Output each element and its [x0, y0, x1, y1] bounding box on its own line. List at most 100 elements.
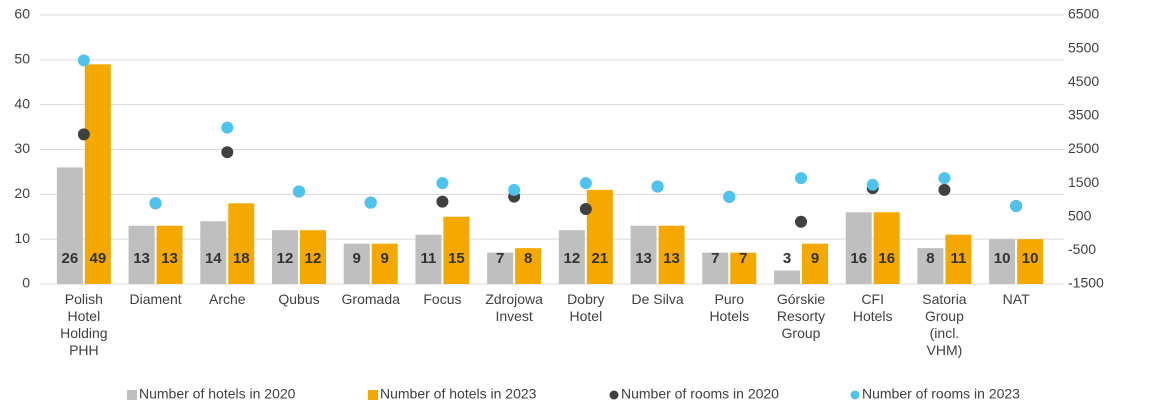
x-tick-label: NAT — [1003, 291, 1030, 307]
dot — [651, 180, 664, 193]
x-tick-label: Focus — [423, 291, 461, 307]
y2-tick-label: 3500 — [1068, 107, 1099, 123]
y-tick-label: 60 — [14, 6, 30, 22]
y2-tick-label: -1500 — [1068, 275, 1104, 291]
legend-swatch — [127, 390, 137, 400]
data-label: 3 — [783, 250, 791, 267]
bar — [873, 212, 900, 284]
dot — [77, 128, 90, 141]
bar — [845, 212, 872, 284]
bar — [802, 243, 828, 284]
dot — [795, 172, 807, 185]
x-tick-label: Zdrojowa Invest — [485, 291, 543, 324]
data-label: 16 — [878, 250, 895, 267]
bar — [228, 203, 255, 284]
data-label: 7 — [739, 250, 747, 267]
legend-label: Number of hotels in 2020 — [139, 386, 296, 402]
data-label: 12 — [305, 250, 322, 267]
x-tick-label: Qubus — [278, 291, 319, 307]
dot — [938, 172, 951, 185]
data-label: 13 — [161, 250, 178, 267]
bar — [945, 234, 972, 284]
y2-tick-label: -500 — [1068, 241, 1096, 257]
dot — [364, 196, 377, 209]
data-label: 18 — [233, 250, 250, 267]
bar — [443, 216, 470, 284]
bar — [272, 230, 298, 284]
x-tick-label: Arche — [209, 291, 246, 307]
data-label: 9 — [353, 250, 361, 267]
x-tick-label: Satoria Group (incl. VHM) — [922, 291, 967, 358]
x-tick-label: Diament — [130, 291, 182, 307]
dot — [938, 183, 951, 196]
x-tick-label: Puro Hotels — [709, 291, 749, 324]
data-label: 8 — [926, 250, 934, 267]
y2-tick-label: 2500 — [1068, 140, 1099, 156]
y2-tick-label: 500 — [1068, 207, 1092, 223]
dot — [795, 215, 807, 228]
bar — [586, 189, 613, 284]
dot — [1010, 199, 1023, 212]
bar — [558, 230, 585, 284]
x-tick-label: Dobry Hotel — [567, 291, 604, 324]
data-label: 49 — [90, 250, 107, 267]
legend-label: Number of rooms in 2020 — [621, 386, 779, 402]
bar — [487, 252, 514, 284]
data-label: 7 — [711, 250, 719, 267]
y2-tick-label: 4500 — [1068, 73, 1099, 89]
dot — [436, 177, 449, 190]
bar — [730, 252, 757, 284]
y2-tick-label: 6500 — [1068, 6, 1099, 22]
dot — [293, 185, 305, 198]
data-label: 9 — [381, 250, 389, 267]
bar — [343, 243, 370, 284]
dot — [221, 121, 234, 134]
legend-label: Number of rooms in 2023 — [862, 386, 1020, 402]
data-label: 14 — [205, 250, 222, 267]
data-label: 11 — [420, 250, 436, 267]
dot — [149, 197, 162, 210]
data-label: 12 — [277, 250, 294, 267]
dot — [579, 203, 592, 216]
x-tick-label: Górskie Resorty Group — [777, 291, 825, 341]
bar — [56, 167, 83, 284]
data-label: 13 — [133, 250, 150, 267]
bar — [128, 225, 155, 284]
x-tick-label: De Silva — [632, 291, 684, 307]
data-label: 8 — [524, 250, 532, 267]
bar — [300, 230, 326, 284]
y-tick-label: 10 — [14, 230, 30, 246]
data-label: 26 — [62, 250, 79, 267]
y-tick-label: 0 — [22, 275, 30, 291]
bar — [415, 234, 442, 284]
dot — [579, 177, 592, 190]
data-label: 7 — [496, 250, 504, 267]
bar — [1017, 239, 1044, 284]
legend-swatch — [850, 390, 860, 400]
data-label: 10 — [994, 250, 1011, 267]
dot — [508, 183, 521, 196]
data-label: 12 — [564, 250, 581, 267]
dot — [436, 195, 449, 208]
bar — [515, 248, 542, 284]
bar — [917, 248, 944, 284]
bar — [84, 64, 111, 284]
data-label: 16 — [850, 250, 867, 267]
legend-swatch — [368, 390, 378, 400]
dot — [221, 146, 234, 159]
bar — [774, 270, 800, 284]
y-tick-label: 50 — [14, 51, 30, 67]
data-label: 11 — [950, 250, 966, 267]
bar — [156, 225, 183, 284]
data-label: 9 — [811, 250, 819, 267]
data-label: 21 — [592, 250, 609, 267]
y-tick-label: 40 — [14, 95, 30, 111]
data-label: 10 — [1022, 250, 1039, 267]
y2-tick-label: 1500 — [1068, 174, 1099, 190]
legend-label: Number of hotels in 2023 — [380, 386, 537, 402]
dot — [723, 190, 736, 203]
dot — [866, 178, 879, 191]
bar — [371, 243, 398, 284]
y-tick-label: 30 — [14, 140, 30, 156]
legend-swatch — [609, 390, 619, 400]
